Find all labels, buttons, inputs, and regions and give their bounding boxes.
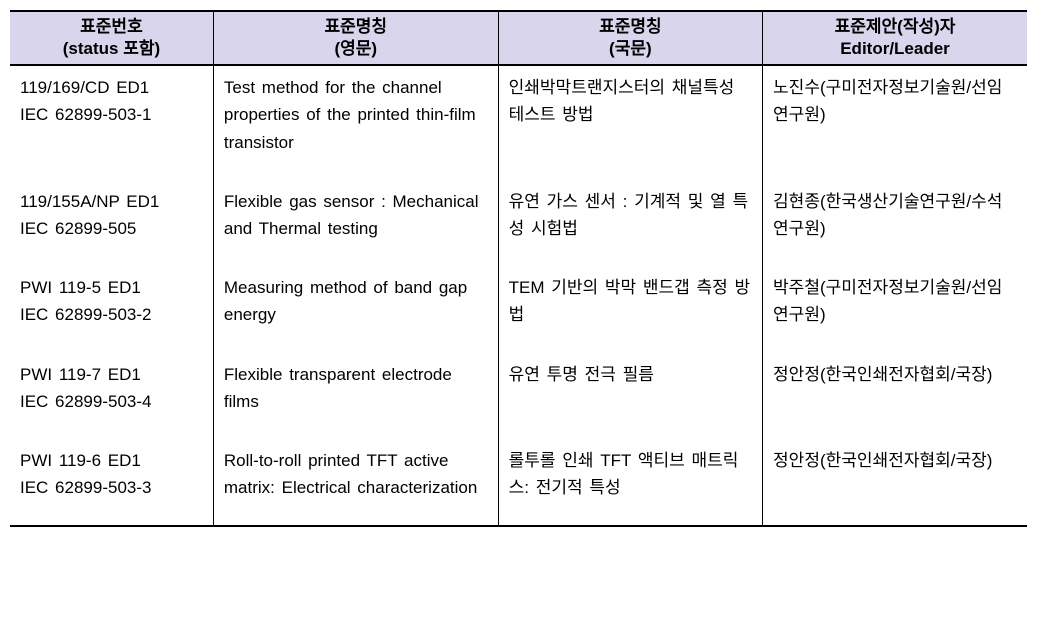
cell-std-no: PWI 119-6 ED1 IEC 62899-503-3 — [10, 439, 213, 526]
cell-editor: 정안정(한국인쇄전자협회/국장) — [763, 353, 1027, 439]
table-body: 119/169/CD ED1 IEC 62899-503-1 Test meth… — [10, 65, 1027, 526]
table-header: 표준번호 (status 포함) 표준명칭 (영문) 표준명칭 (국문) 표준제… — [10, 11, 1027, 65]
cell-text: IEC 62899-505 — [20, 215, 203, 242]
cell-text: PWI 119-7 ED1 — [20, 361, 203, 388]
cell-text: IEC 62899-503-4 — [20, 388, 203, 415]
header-std-no: 표준번호 (status 포함) — [10, 11, 213, 65]
header-text: (영문) — [220, 38, 492, 60]
cell-text: IEC 62899-503-1 — [20, 101, 203, 128]
cell-name-en: Measuring method of band gap energy — [213, 266, 498, 352]
header-name-en: 표준명칭 (영문) — [213, 11, 498, 65]
header-name-ko: 표준명칭 (국문) — [498, 11, 762, 65]
table-row: PWI 119-7 ED1 IEC 62899-503-4 Flexible t… — [10, 353, 1027, 439]
cell-std-no: 119/155A/NP ED1 IEC 62899-505 — [10, 180, 213, 266]
header-text: 표준명칭 — [220, 16, 492, 38]
cell-name-ko: 롤투롤 인쇄 TFT 액티브 매트릭스: 전기적 특성 — [498, 439, 762, 526]
cell-text: IEC 62899-503-3 — [20, 474, 203, 501]
cell-name-en: Flexible gas sensor : Mechanical and The… — [213, 180, 498, 266]
cell-name-en: Flexible transparent electrode films — [213, 353, 498, 439]
table-row: 119/169/CD ED1 IEC 62899-503-1 Test meth… — [10, 65, 1027, 180]
cell-std-no: PWI 119-5 ED1 IEC 62899-503-2 — [10, 266, 213, 352]
table-row: 119/155A/NP ED1 IEC 62899-505 Flexible g… — [10, 180, 1027, 266]
header-text: 표준번호 — [16, 16, 207, 38]
cell-name-ko: 유연 투명 전극 필름 — [498, 353, 762, 439]
cell-text: 119/155A/NP ED1 — [20, 188, 203, 215]
cell-name-en: Roll-to-roll printed TFT active matrix: … — [213, 439, 498, 526]
cell-name-ko: 인쇄박막트랜지스터의 채널특성 테스트 방법 — [498, 65, 762, 180]
cell-editor: 노진수(구미전자정보기술원/선임연구원) — [763, 65, 1027, 180]
table-row: PWI 119-5 ED1 IEC 62899-503-2 Measuring … — [10, 266, 1027, 352]
cell-name-en: Test method for the channel properties o… — [213, 65, 498, 180]
header-text: 표준제안(작성)자 — [769, 16, 1021, 38]
cell-text: 119/169/CD ED1 — [20, 74, 203, 101]
header-text: (status 포함) — [16, 38, 207, 60]
cell-text: PWI 119-6 ED1 — [20, 447, 203, 474]
cell-std-no: PWI 119-7 ED1 IEC 62899-503-4 — [10, 353, 213, 439]
standards-table: 표준번호 (status 포함) 표준명칭 (영문) 표준명칭 (국문) 표준제… — [10, 10, 1027, 527]
header-text: (국문) — [505, 38, 756, 60]
cell-editor: 김현종(한국생산기술연구원/수석연구원) — [763, 180, 1027, 266]
cell-editor: 정안정(한국인쇄전자협회/국장) — [763, 439, 1027, 526]
cell-name-ko: 유연 가스 센서 : 기계적 및 열 특성 시험법 — [498, 180, 762, 266]
header-text: Editor/Leader — [769, 38, 1021, 60]
cell-name-ko: TEM 기반의 박막 밴드갭 측정 방법 — [498, 266, 762, 352]
cell-std-no: 119/169/CD ED1 IEC 62899-503-1 — [10, 65, 213, 180]
cell-text: PWI 119-5 ED1 — [20, 274, 203, 301]
cell-text: IEC 62899-503-2 — [20, 301, 203, 328]
table-row: PWI 119-6 ED1 IEC 62899-503-3 Roll-to-ro… — [10, 439, 1027, 526]
header-editor: 표준제안(작성)자 Editor/Leader — [763, 11, 1027, 65]
header-text: 표준명칭 — [505, 16, 756, 38]
cell-editor: 박주철(구미전자정보기술원/선임연구원) — [763, 266, 1027, 352]
